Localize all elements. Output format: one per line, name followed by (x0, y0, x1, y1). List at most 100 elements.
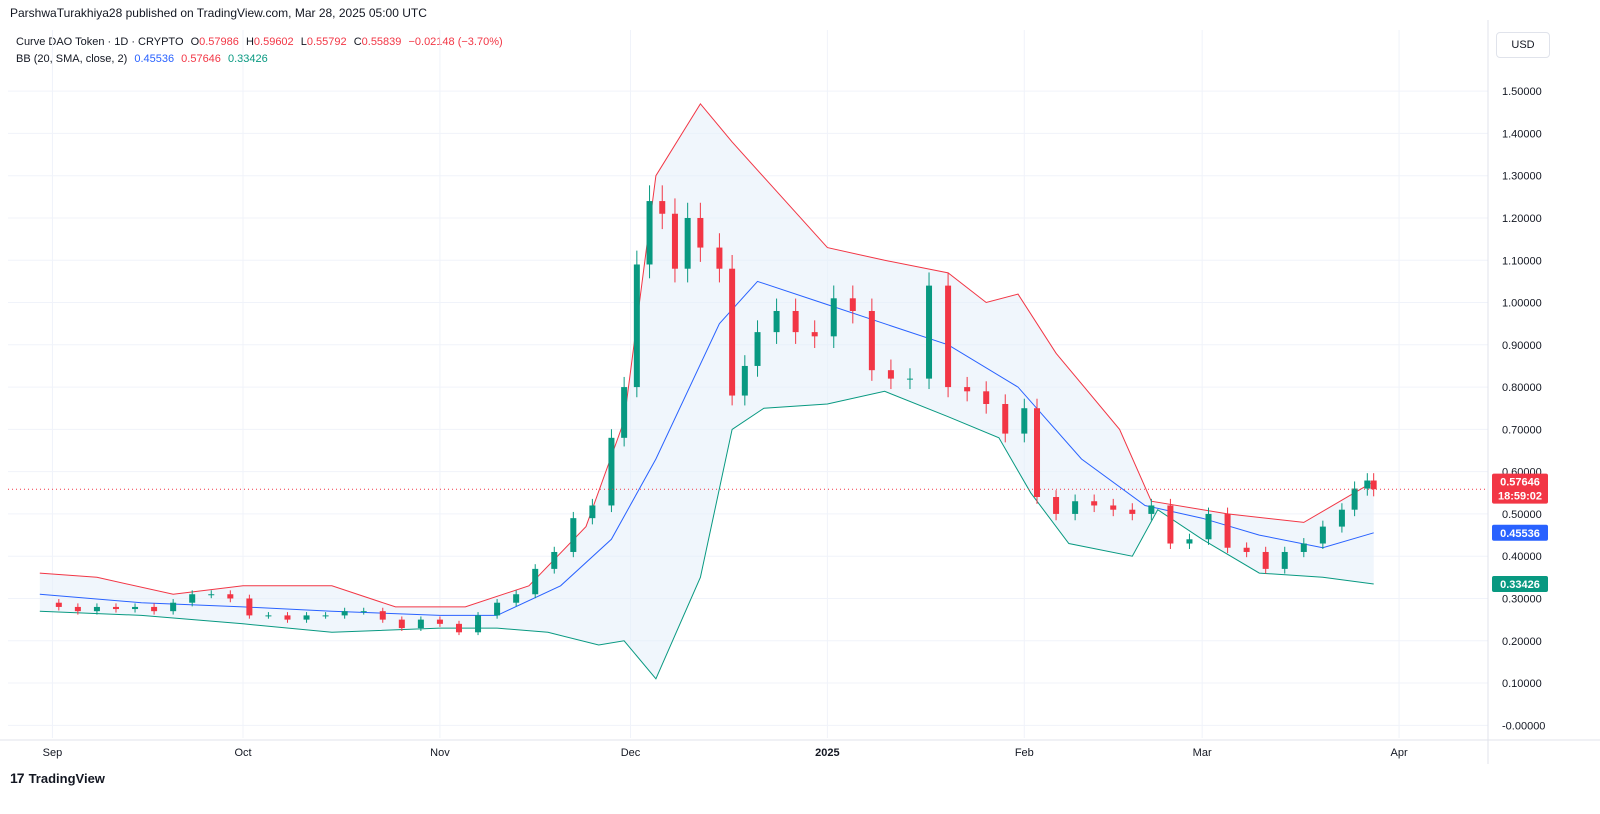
candle-body (1053, 497, 1060, 514)
y-tick-label: -0.00000 (1502, 720, 1545, 732)
candle-body (398, 619, 405, 629)
x-tick-label: Mar (1193, 747, 1212, 759)
x-tick-label: Feb (1015, 747, 1034, 759)
currency-button[interactable]: USD (1496, 32, 1550, 58)
candle-body (1167, 505, 1174, 544)
high-value: 0.59602 (253, 36, 294, 48)
y-tick-label: 0.30000 (1502, 593, 1542, 605)
x-tick-label: Dec (621, 747, 641, 759)
bb-label: BB (20, SMA, close, 2) (16, 53, 128, 65)
candle-body (1091, 501, 1098, 506)
price-tag (1492, 575, 1548, 592)
candle-body (983, 391, 990, 404)
tradingview-logo-icon: 17 (10, 770, 25, 786)
bb-lower-line (39, 390, 1374, 680)
symbol-label: Curve DAO Token · 1D · CRYPTO (16, 36, 184, 48)
footer-brand: 17 TradingView (10, 770, 105, 786)
candle-body (341, 611, 348, 616)
candle-body (246, 598, 253, 616)
candle-body (697, 217, 704, 248)
publisher-line: ParshwaTurakhiya28 published on TradingV… (10, 6, 427, 20)
candle-body (551, 551, 558, 569)
candle-body (417, 619, 424, 629)
bb-legend-row: BB (20, SMA, close, 2) 0.45536 0.57646 0… (16, 51, 503, 68)
candle-body (170, 602, 177, 612)
candle-body (1370, 480, 1377, 490)
price-tag (1492, 473, 1548, 504)
candle-body (792, 310, 799, 333)
candle-body (830, 298, 837, 337)
candle-body (55, 602, 62, 607)
candle-body (494, 602, 501, 616)
candle-body (1351, 488, 1358, 510)
y-tick-label: 0.90000 (1502, 340, 1542, 352)
candle-body (1205, 513, 1212, 540)
y-tick-label: 1.00000 (1502, 298, 1542, 310)
candle-body (1281, 551, 1288, 569)
candle-body (436, 619, 443, 624)
price-tag-countdown: 18:59:02 (1498, 491, 1542, 503)
bb-basis-line (39, 280, 1374, 616)
candle-body (811, 332, 818, 337)
candle-body (93, 606, 100, 612)
price-tag-label: 0.45536 (1500, 528, 1540, 540)
candle-body (1224, 513, 1231, 548)
x-tick-label: Oct (234, 747, 251, 759)
candle-body (868, 310, 875, 371)
candle-body (532, 568, 539, 595)
candle-body (360, 611, 367, 613)
candle-body (132, 606, 139, 610)
candle-body (741, 365, 748, 396)
candle-body (729, 268, 736, 396)
bb-upper-line (39, 102, 1374, 608)
candle-body (227, 594, 234, 599)
candle-body (671, 213, 678, 269)
candle-body (1072, 501, 1079, 514)
candle-body (189, 594, 196, 603)
candle-body (716, 247, 723, 269)
x-tick-label: Apr (1391, 747, 1408, 759)
candle-body (1002, 404, 1009, 434)
y-tick-label: 0.20000 (1502, 636, 1542, 648)
candle-body (906, 378, 913, 380)
y-tick-label: 1.50000 (1502, 86, 1542, 98)
candle-body (659, 201, 666, 214)
y-tick-label: 0.10000 (1502, 678, 1542, 690)
candle-body (455, 623, 462, 633)
candle-body (684, 217, 691, 269)
candle-body (1186, 539, 1193, 544)
low-value: 0.55792 (306, 36, 347, 48)
y-tick-label: 0.70000 (1502, 424, 1542, 436)
candle-body (773, 310, 780, 333)
open-label: O (190, 36, 200, 48)
candle-body (1148, 505, 1155, 514)
candle-body (265, 615, 272, 617)
candle-body (964, 387, 971, 392)
candle-body (322, 615, 329, 617)
candle-body (754, 332, 761, 366)
candle-body (633, 264, 640, 388)
close-value: 0.55839 (361, 36, 402, 48)
price-tag (1492, 524, 1548, 541)
candle-body (926, 285, 933, 379)
candle-body (1262, 551, 1269, 569)
candle-body (208, 594, 215, 596)
open-value: 0.57986 (199, 36, 239, 48)
candle-body (1129, 509, 1136, 514)
ohlc-legend-row: Curve DAO Token · 1D · CRYPTO O0.57986 H… (16, 34, 503, 51)
x-tick-label: 2025 (815, 747, 839, 759)
candle-body (513, 594, 520, 603)
price-tag-label: 0.33426 (1500, 579, 1540, 591)
x-tick-label: Sep (43, 747, 63, 759)
candle-body (945, 285, 952, 388)
candle-body (1243, 547, 1250, 552)
candle-body (570, 518, 577, 552)
candle-body (1034, 408, 1041, 498)
candle-body (887, 370, 894, 379)
candle-body (1319, 526, 1326, 544)
y-tick-label: 1.20000 (1502, 213, 1542, 225)
candle-body (284, 615, 291, 620)
candle-body (1364, 480, 1371, 489)
y-tick-label: 0.40000 (1502, 551, 1542, 563)
